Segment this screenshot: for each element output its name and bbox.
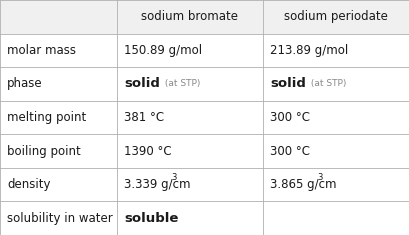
Text: density: density xyxy=(7,178,51,191)
Text: sodium bromate: sodium bromate xyxy=(141,10,238,23)
Text: 150.89 g/mol: 150.89 g/mol xyxy=(124,44,202,57)
Text: 300 °C: 300 °C xyxy=(270,111,310,124)
Text: 1390 °C: 1390 °C xyxy=(124,145,171,158)
Text: (at STP): (at STP) xyxy=(308,79,347,88)
Text: 3: 3 xyxy=(171,173,176,182)
Text: phase: phase xyxy=(7,77,43,90)
Text: sodium periodate: sodium periodate xyxy=(284,10,388,23)
Text: 213.89 g/mol: 213.89 g/mol xyxy=(270,44,348,57)
Bar xyxy=(0,0,409,34)
Text: (at STP): (at STP) xyxy=(162,79,200,88)
Text: 3.865 g/cm: 3.865 g/cm xyxy=(270,178,337,191)
Text: boiling point: boiling point xyxy=(7,145,81,158)
Text: solid: solid xyxy=(124,77,160,90)
Text: melting point: melting point xyxy=(7,111,87,124)
Text: molar mass: molar mass xyxy=(7,44,76,57)
Text: 381 °C: 381 °C xyxy=(124,111,164,124)
Text: 3.339 g/cm: 3.339 g/cm xyxy=(124,178,191,191)
Text: 300 °C: 300 °C xyxy=(270,145,310,158)
Text: soluble: soluble xyxy=(124,212,178,225)
Text: solid: solid xyxy=(270,77,306,90)
Text: solubility in water: solubility in water xyxy=(7,212,113,225)
Text: 3: 3 xyxy=(317,173,323,182)
